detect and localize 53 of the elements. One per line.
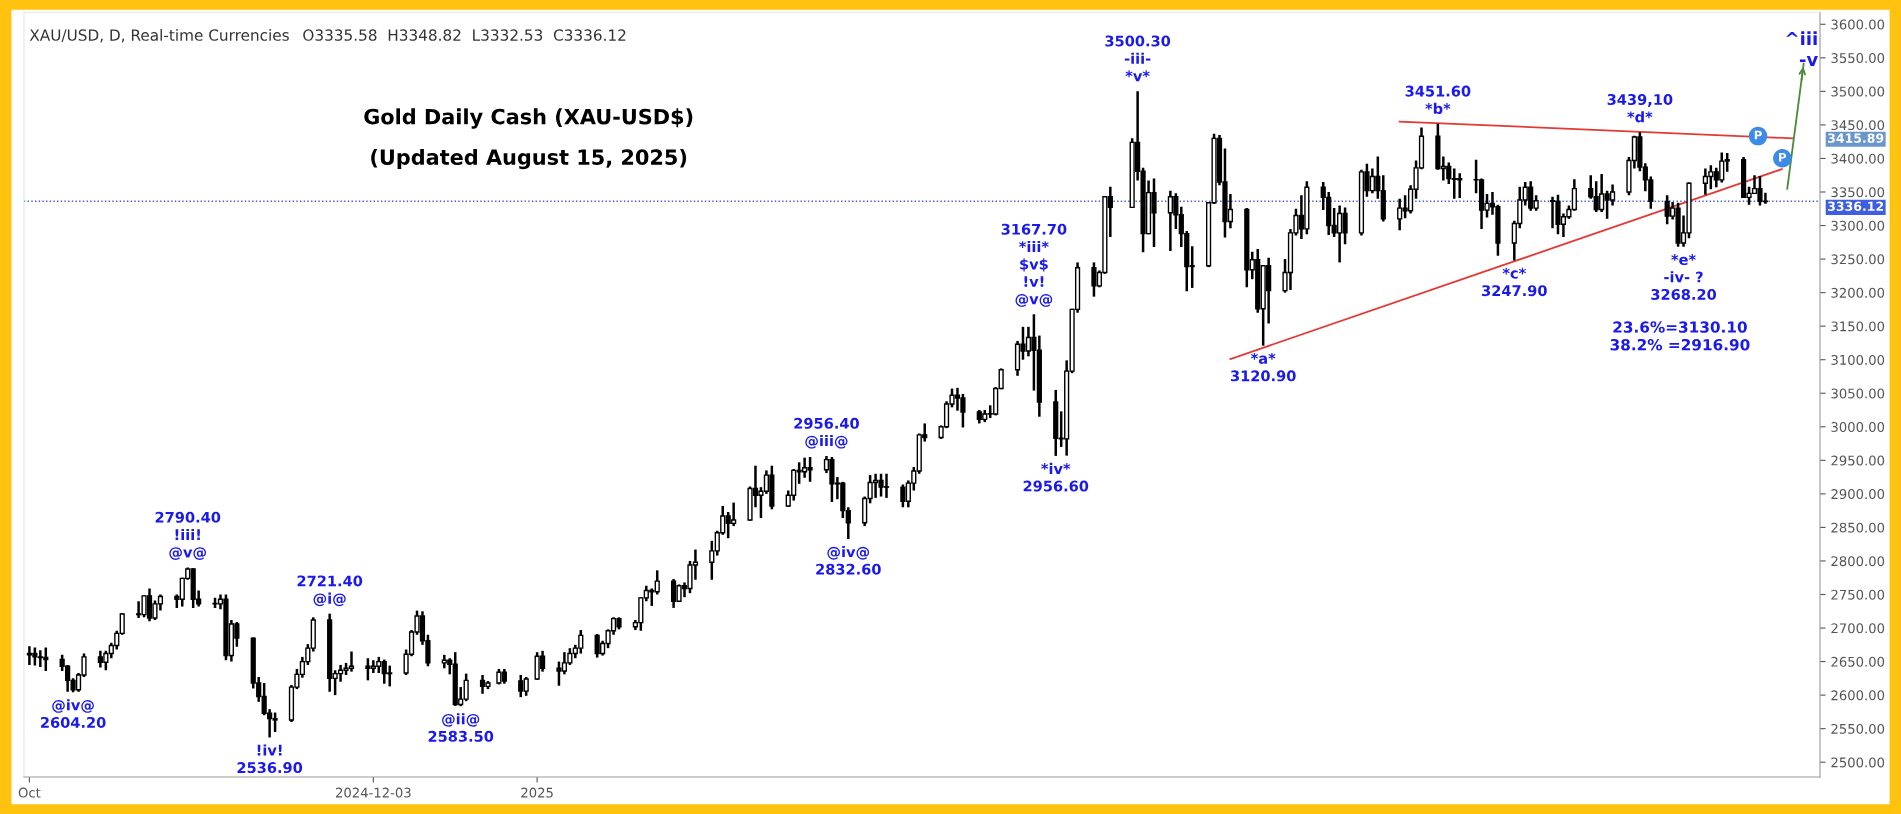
y-tick-label: 2500.00 bbox=[1831, 757, 1885, 768]
y-tick-label: 3300.00 bbox=[1831, 220, 1885, 231]
candlestick bbox=[1609, 183, 1616, 207]
y-tick-label: 3100.00 bbox=[1831, 354, 1885, 365]
y-tick-label: 3250.00 bbox=[1831, 254, 1885, 265]
y-tick-label: 2750.00 bbox=[1831, 589, 1885, 600]
y-tick-label: 3150.00 bbox=[1831, 321, 1885, 332]
annotation: !iv! 2536.90 bbox=[237, 744, 303, 774]
y-tick-label: 2650.00 bbox=[1831, 656, 1885, 667]
annotation: 3439,10 *d* bbox=[1607, 93, 1673, 123]
annotation: @iv@ 2604.20 bbox=[41, 699, 106, 728]
annotation: @ii@ 2583.50 bbox=[428, 713, 494, 742]
x-tick-label: 2025 bbox=[521, 787, 553, 798]
annotation: 3451.60 *b* bbox=[1405, 85, 1471, 115]
annotation: P bbox=[1779, 152, 1787, 162]
ref-line-label: 3336.12 bbox=[1828, 201, 1884, 211]
annotation: ^iii -v bbox=[1786, 31, 1818, 66]
y-tick-label: 2700.00 bbox=[1831, 623, 1885, 634]
annotation: *c* 3247.90 bbox=[1482, 267, 1547, 297]
annotation: *e* -iv- ? 3268.20 bbox=[1651, 254, 1717, 300]
y-tick-label: 3500.00 bbox=[1831, 86, 1885, 97]
annotation: 3167.70 *iii* $v$ !v! @v@ bbox=[1001, 223, 1067, 307]
candlestick bbox=[26, 644, 33, 667]
x-tick-label: Oct bbox=[18, 787, 41, 798]
text: (Updated August 15, 2025) bbox=[371, 148, 687, 170]
y-tick-label: 3550.00 bbox=[1831, 53, 1885, 64]
y-tick-label: 2950.00 bbox=[1831, 455, 1885, 466]
text: 3415.89 bbox=[1828, 133, 1884, 143]
x-tick-label: 2024-12-03 bbox=[335, 787, 411, 798]
y-tick-label: 2800.00 bbox=[1831, 556, 1885, 567]
y-tick-label: 3450.00 bbox=[1831, 120, 1885, 131]
annotation: 23.6%=3130.10 38.2% =2916.90 bbox=[1610, 321, 1750, 351]
annotation: 2721.40 @i@ bbox=[297, 575, 363, 607]
annotation: 2790.40 !iii! @v@ bbox=[155, 511, 221, 560]
y-tick-label: 3200.00 bbox=[1831, 287, 1885, 298]
y-tick-label: 3000.00 bbox=[1831, 422, 1885, 432]
annotation: O3335.58 H3348.82 L3332.53 C3336.12 bbox=[303, 29, 626, 41]
y-tick-label: 2850.00 bbox=[1831, 522, 1885, 533]
annotation: *a* 3120.90 bbox=[1230, 352, 1296, 382]
annotation: P bbox=[1754, 130, 1762, 140]
annotation: XAU/USD, D, Real-time Currencies bbox=[29, 29, 289, 43]
y-tick-label: 3350.00 bbox=[1831, 187, 1885, 198]
y-tick-label: 3400.00 bbox=[1831, 153, 1885, 164]
y-tick-label: 2900.00 bbox=[1831, 489, 1885, 500]
annotation: *iv* 2956.60 bbox=[1023, 462, 1089, 492]
annotation: 3500.30 -iii- *v* bbox=[1105, 35, 1171, 82]
y-tick-label: 3050.00 bbox=[1831, 388, 1885, 399]
annotation: @iv@ 2832.60 bbox=[816, 546, 881, 575]
annotation: 2956.40 @iii@ bbox=[794, 417, 859, 449]
text: Gold Daily Cash (XAU-USD$) bbox=[364, 108, 693, 129]
y-tick-label: 3600.00 bbox=[1831, 19, 1885, 30]
y-tick-label: 2550.00 bbox=[1831, 723, 1885, 734]
y-tick-label: 2600.00 bbox=[1831, 690, 1885, 701]
